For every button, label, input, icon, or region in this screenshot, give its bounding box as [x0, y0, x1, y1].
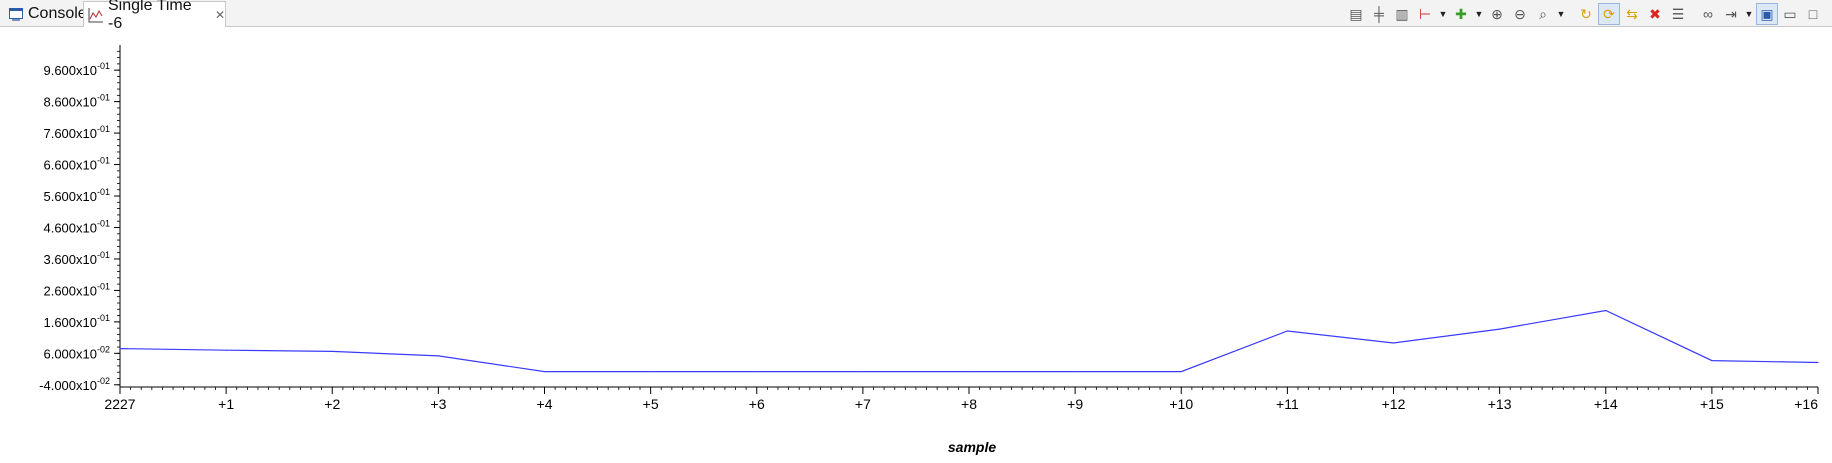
data-point — [225, 349, 227, 351]
y-tick-label: -4.000x10-02 — [39, 376, 110, 393]
data-point — [1286, 330, 1288, 332]
y-tick-label: 2.600x10-01 — [43, 281, 110, 298]
x-tick-label: +14 — [1594, 396, 1618, 412]
x-axis-label: sample — [948, 439, 996, 455]
remove-icon[interactable]: ✖ — [1649, 5, 1661, 22]
data-point — [437, 355, 439, 357]
x-tick-label: +13 — [1488, 396, 1512, 412]
data-point — [1180, 370, 1182, 373]
data-point — [1711, 359, 1713, 362]
add-measure-icon[interactable]: ✚ — [1455, 5, 1467, 22]
graph-icon — [88, 7, 104, 23]
x-tick-label: +15 — [1700, 396, 1724, 412]
x-tick-label: +2 — [324, 396, 340, 412]
x-tick-label: +11 — [1276, 396, 1299, 412]
x-tick-label: +10 — [1169, 396, 1193, 412]
y-tick-label: 6.000x10-02 — [43, 344, 110, 361]
data-point — [1392, 342, 1395, 344]
data-point — [1817, 361, 1819, 364]
data-point — [331, 350, 333, 353]
y-tick-label: 4.600x10-01 — [43, 218, 110, 235]
data-point — [968, 370, 970, 373]
x-tick-label: +12 — [1382, 396, 1406, 412]
data-point — [1499, 328, 1501, 330]
dropdown-arrow-icon[interactable]: ▼ — [1556, 9, 1566, 19]
zoom-in-icon[interactable]: ⊕ — [1491, 5, 1503, 22]
y-tick-label: 3.600x10-01 — [43, 250, 110, 267]
dropdown-arrow-icon[interactable]: ▼ — [1744, 9, 1754, 19]
layout-icon[interactable]: ▣ — [1756, 3, 1778, 25]
line-chart: 9.600x10-01 8.600x10-01 7.600x10-01 6.600x1… — [39, 45, 1819, 455]
step-icon[interactable]: ⇥ — [1725, 5, 1737, 22]
tab-console[interactable]: Console — [4, 1, 87, 26]
data-point — [119, 348, 121, 350]
y-tick-label: 8.600x10-01 — [43, 93, 110, 110]
data-point — [862, 370, 864, 373]
x-tick-label: +4 — [537, 396, 553, 412]
maximize-icon[interactable]: □ — [1808, 6, 1818, 22]
x-tick-label: +7 — [855, 396, 871, 412]
view-toolbar: ▤ ╪ ▥ ⊢ ▼ ✚ ▼ ⊕ ⊖ ⌕ ▼ ↻ ⟳ ⇆ ✖ ☰ ∞ ⇥ ▼ ▣ ▭ □ — [1344, 3, 1824, 25]
tab-bar: Console Single Time -6 ✕ ▤ ╪ ▥ ⊢ ▼ ✚ ▼ ⊕ ⊖ ⌕ ▼ ↻ ⟳ ⇆ ✖… — [0, 0, 1832, 32]
x-tick-label: +9 — [1067, 396, 1083, 412]
tab-single-time[interactable]: Single Time -6 ✕ — [83, 0, 226, 32]
x-tick-label: +3 — [430, 396, 446, 412]
y-tick-label: 5.600x10-01 — [43, 187, 110, 204]
x-tick-label: +16 — [1794, 396, 1818, 412]
align-right-icon[interactable]: ▥ — [1395, 5, 1409, 22]
console-icon — [8, 6, 24, 22]
chart-area: 9.600x10-01 8.600x10-01 7.600x10-01 6.600x1… — [0, 27, 1832, 458]
y-tick-label: 7.600x10-01 — [43, 124, 110, 141]
y-tick-label: 6.600x10-01 — [43, 156, 110, 173]
minimize-icon[interactable]: ▭ — [1783, 5, 1797, 22]
dropdown-arrow-icon[interactable]: ▼ — [1438, 9, 1448, 19]
x-tick-label: +1 — [218, 396, 234, 412]
data-point — [1074, 370, 1076, 373]
align-left-icon[interactable]: ▤ — [1349, 5, 1363, 22]
zoom-fit-icon[interactable]: ⌕ — [1539, 5, 1547, 22]
close-icon[interactable]: ✕ — [214, 7, 225, 22]
refresh-icon[interactable]: ↻ — [1580, 5, 1592, 22]
data-point — [1605, 309, 1607, 312]
marker-icon[interactable]: ⊢ — [1418, 5, 1432, 22]
dropdown-arrow-icon[interactable]: ▼ — [1474, 9, 1484, 19]
continuous-refresh-icon[interactable]: ⟳ — [1598, 3, 1620, 25]
tab-console-label: Console — [28, 4, 87, 22]
sync-icon[interactable]: ⇆ — [1626, 5, 1638, 22]
data-point — [650, 370, 652, 373]
x-tick-label: +8 — [961, 396, 977, 412]
y-tick-label: 1.600x10-01 — [43, 313, 110, 330]
align-center-icon[interactable]: ╪ — [1374, 6, 1384, 22]
x-tick-label: +5 — [643, 396, 659, 412]
data-point — [756, 370, 758, 373]
series-line — [119, 309, 1819, 373]
tab-single-time-label: Single Time -6 — [108, 0, 192, 32]
x-tick-label: +6 — [749, 396, 765, 412]
y-tick-label: 9.600x10-01 — [43, 61, 110, 78]
properties-icon[interactable]: ☰ — [1671, 5, 1685, 22]
data-point — [543, 370, 546, 373]
x-tick-label: 2227 — [104, 396, 135, 412]
binoculars-icon[interactable]: ∞ — [1703, 6, 1713, 22]
zoom-out-icon[interactable]: ⊖ — [1514, 5, 1526, 22]
